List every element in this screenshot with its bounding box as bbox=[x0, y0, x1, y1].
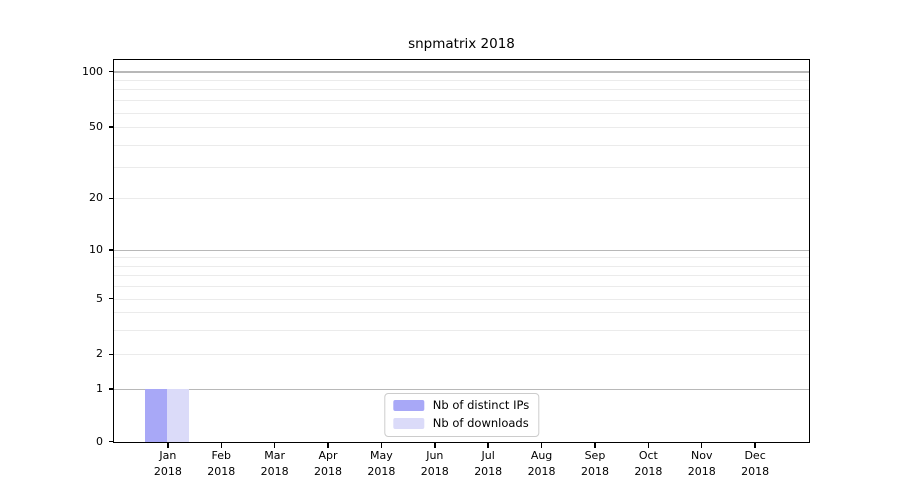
legend-label-distinct-ips: Nb of distinct IPs bbox=[432, 398, 530, 412]
x-tick-mark-Dec bbox=[754, 443, 756, 448]
gridline-major-10 bbox=[114, 249, 809, 251]
chart-title: snpmatrix 2018 bbox=[408, 36, 515, 52]
x-tick-label-Dec: Dec 2018 bbox=[741, 449, 770, 478]
x-tick-mark-Mar bbox=[273, 443, 276, 448]
x-tick-mark-Nov bbox=[700, 443, 703, 448]
legend-entry-distinct-ips: Nb of distinct IPs bbox=[392, 398, 530, 413]
gridline-major-100 bbox=[114, 71, 809, 73]
x-tick-label-Apr: Apr 2018 bbox=[314, 449, 343, 478]
gridline-major-1 bbox=[114, 388, 809, 391]
x-tick-mark-Aug bbox=[540, 443, 543, 448]
gridline-minor-2 bbox=[114, 354, 809, 356]
x-tick-label-Oct: Oct 2018 bbox=[634, 449, 663, 478]
gridline-minor-9 bbox=[114, 257, 809, 259]
legend-swatch-downloads bbox=[392, 418, 424, 429]
gridline-minor-70 bbox=[114, 100, 809, 102]
legend-swatch-distinct-ips bbox=[392, 400, 424, 411]
legend-label-downloads: Nb of downloads bbox=[432, 416, 529, 430]
x-tick-mark-Jun bbox=[434, 443, 436, 448]
x-tick-label-Mar: Mar 2018 bbox=[260, 449, 289, 478]
y-tick-label-100: 100 bbox=[82, 64, 103, 78]
y-tick-mark-1 bbox=[108, 388, 113, 390]
y-tick-mark-100 bbox=[108, 70, 113, 73]
gridline-minor-3 bbox=[114, 329, 809, 331]
legend-entry-downloads: Nb of downloads bbox=[392, 416, 529, 431]
y-tick-label-20: 20 bbox=[89, 191, 103, 205]
x-tick-mark-Apr bbox=[327, 443, 329, 448]
y-tick-mark-20 bbox=[108, 197, 113, 200]
legend: Nb of distinct IPs Nb of downloads bbox=[383, 393, 540, 437]
x-tick-label-May: May 2018 bbox=[367, 449, 396, 478]
y-tick-mark-5 bbox=[108, 297, 113, 300]
x-tick-mark-Jul bbox=[487, 443, 489, 448]
gridline-minor-8 bbox=[114, 265, 809, 267]
y-tick-mark-2 bbox=[108, 353, 113, 355]
y-tick-mark-0 bbox=[108, 440, 113, 443]
x-tick-mark-May bbox=[380, 443, 383, 448]
x-tick-label-Jun: Jun 2018 bbox=[420, 449, 449, 478]
y-tick-label-0: 0 bbox=[96, 434, 103, 448]
gridline-minor-30 bbox=[114, 166, 809, 168]
x-tick-label-Nov: Nov 2018 bbox=[687, 449, 716, 478]
y-tick-label-1: 1 bbox=[96, 381, 103, 395]
x-tick-label-Feb: Feb 2018 bbox=[207, 449, 236, 478]
gridline-minor-50 bbox=[114, 127, 809, 129]
y-tick-label-50: 50 bbox=[89, 120, 103, 134]
bar-downloads-jan bbox=[167, 389, 190, 442]
gridline-minor-5 bbox=[114, 298, 809, 300]
gridline-minor-90 bbox=[114, 80, 809, 82]
gridline-minor-20 bbox=[114, 198, 809, 200]
x-tick-label-Jul: Jul 2018 bbox=[474, 449, 503, 478]
y-tick-mark-10 bbox=[108, 249, 113, 251]
gridline-minor-7 bbox=[114, 274, 809, 276]
gridline-minor-60 bbox=[114, 112, 809, 114]
x-tick-mark-Oct bbox=[647, 443, 650, 448]
bar-distinct-ips-jan bbox=[145, 389, 168, 442]
y-tick-mark-50 bbox=[108, 126, 113, 128]
gridline-minor-6 bbox=[114, 285, 809, 287]
gridline-minor-40 bbox=[114, 144, 809, 146]
y-tick-label-2: 2 bbox=[96, 347, 103, 361]
x-tick-label-Jan: Jan 2018 bbox=[153, 449, 182, 478]
x-tick-mark-Jan bbox=[167, 443, 169, 448]
gridline-minor-4 bbox=[114, 312, 809, 314]
x-tick-label-Sep: Sep 2018 bbox=[580, 449, 609, 478]
x-tick-mark-Feb bbox=[220, 443, 223, 448]
y-tick-label-5: 5 bbox=[96, 291, 103, 305]
x-tick-label-Aug: Aug 2018 bbox=[527, 449, 556, 478]
y-tick-label-10: 10 bbox=[89, 242, 103, 256]
x-tick-mark-Sep bbox=[594, 443, 596, 448]
plot-area: Nb of distinct IPs Nb of downloads bbox=[113, 59, 810, 443]
gridline-minor-80 bbox=[114, 89, 809, 91]
